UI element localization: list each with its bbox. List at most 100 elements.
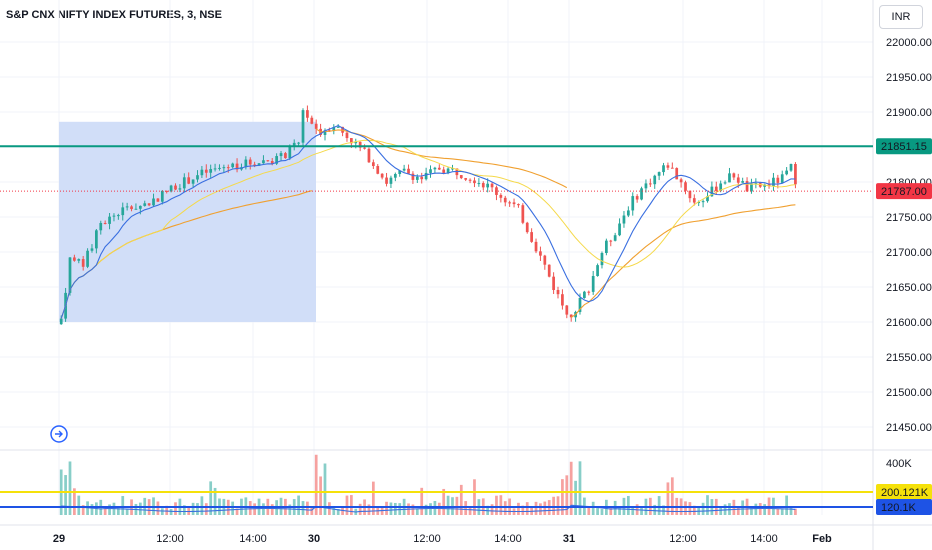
candle-body <box>653 175 657 185</box>
volume-bar <box>455 496 459 515</box>
volume-bar <box>780 508 784 515</box>
volume-bar <box>556 496 560 515</box>
price-tick-label: 22000.00 <box>886 37 932 49</box>
candle-body <box>222 167 226 169</box>
candle-body <box>464 178 468 180</box>
candle-body <box>486 183 490 188</box>
candle-body <box>613 235 617 241</box>
volume-bar <box>626 495 630 515</box>
volume-bar <box>204 503 208 515</box>
candle-body <box>499 194 503 198</box>
volume-bar <box>525 502 529 515</box>
volume-bar <box>657 496 661 515</box>
volume-bar <box>385 501 388 515</box>
candle-body <box>336 126 340 128</box>
volume-bar <box>81 505 85 515</box>
candle-body <box>468 179 472 181</box>
volume-bar <box>191 502 195 515</box>
volume-bar <box>103 508 107 515</box>
candle-body <box>138 205 142 209</box>
candle-body <box>95 230 98 249</box>
candle-body <box>662 165 665 173</box>
candle-body <box>701 201 705 203</box>
candle-body <box>508 202 512 204</box>
candle-body <box>218 167 221 169</box>
candle-body <box>411 173 415 180</box>
price-tick-label: 21950.00 <box>886 72 932 84</box>
time-tick-label: 30 <box>308 533 320 545</box>
volume-bar <box>750 508 753 515</box>
candle-body <box>152 198 155 206</box>
volume-bar <box>539 503 542 515</box>
volume-bar <box>565 475 569 515</box>
candle-body <box>262 160 265 164</box>
candle-body <box>266 160 270 162</box>
volume-bar <box>121 496 125 515</box>
candle-body <box>389 177 393 184</box>
candle-body <box>367 148 371 163</box>
candle-body <box>112 215 116 217</box>
volume-ma-line <box>61 504 796 513</box>
volume-bar <box>174 502 177 515</box>
candle-body <box>556 289 560 295</box>
volume-bar <box>424 504 428 515</box>
candle-body <box>415 176 419 180</box>
candle-body <box>578 297 582 312</box>
candle-body <box>380 173 384 178</box>
price-tick-label: 21700.00 <box>886 247 932 259</box>
currency-button[interactable]: INR <box>879 5 923 29</box>
candle-body <box>108 216 111 224</box>
volume-bar <box>503 501 507 515</box>
candle-body <box>169 185 173 192</box>
volume-bar <box>68 461 72 515</box>
volume-bar <box>270 504 274 515</box>
volume-bar <box>442 488 446 515</box>
session-start-arrow-icon[interactable] <box>50 425 68 443</box>
candle-body <box>776 177 780 183</box>
candle-body <box>495 187 498 195</box>
candle-body <box>706 196 709 202</box>
price-tick-label: 21650.00 <box>886 282 932 294</box>
time-tick-label: Feb <box>812 533 832 545</box>
volume-bar <box>754 503 758 515</box>
candle-body <box>226 167 230 169</box>
volume-bar <box>125 508 129 515</box>
candle-body <box>512 202 516 205</box>
volume-bar <box>116 507 120 515</box>
candle-body <box>323 130 327 135</box>
candle-body <box>670 167 674 169</box>
candle-body <box>424 172 428 180</box>
volume-bar <box>490 504 494 515</box>
candle-body <box>376 166 380 174</box>
volume-bar <box>789 506 793 515</box>
volume-bar <box>578 461 582 515</box>
candle-body <box>385 177 388 184</box>
volume-bar <box>574 480 577 515</box>
volume-bar <box>459 484 463 515</box>
volume-bar <box>517 502 520 515</box>
candle-body <box>618 223 621 236</box>
volume-bar <box>609 507 613 515</box>
candle-body <box>473 180 476 184</box>
candle-body <box>772 177 775 187</box>
candle-body <box>794 164 797 185</box>
volume-bar <box>591 501 595 515</box>
candle-body <box>244 159 248 168</box>
candle-body <box>644 183 648 189</box>
candle-body <box>605 240 608 253</box>
candle-body <box>490 183 494 188</box>
candle-body <box>565 305 569 315</box>
candle-body <box>600 252 604 266</box>
candle-body <box>86 250 89 267</box>
candle-body <box>248 159 252 165</box>
candle-body <box>442 169 446 173</box>
candle-body <box>270 161 274 164</box>
candle-body <box>213 168 217 170</box>
volume-bar <box>108 504 111 515</box>
volume-bar <box>200 496 204 515</box>
volume-bar <box>666 482 670 515</box>
candle-body <box>191 179 195 184</box>
volume-bar <box>618 506 621 515</box>
candle-body <box>292 142 296 146</box>
